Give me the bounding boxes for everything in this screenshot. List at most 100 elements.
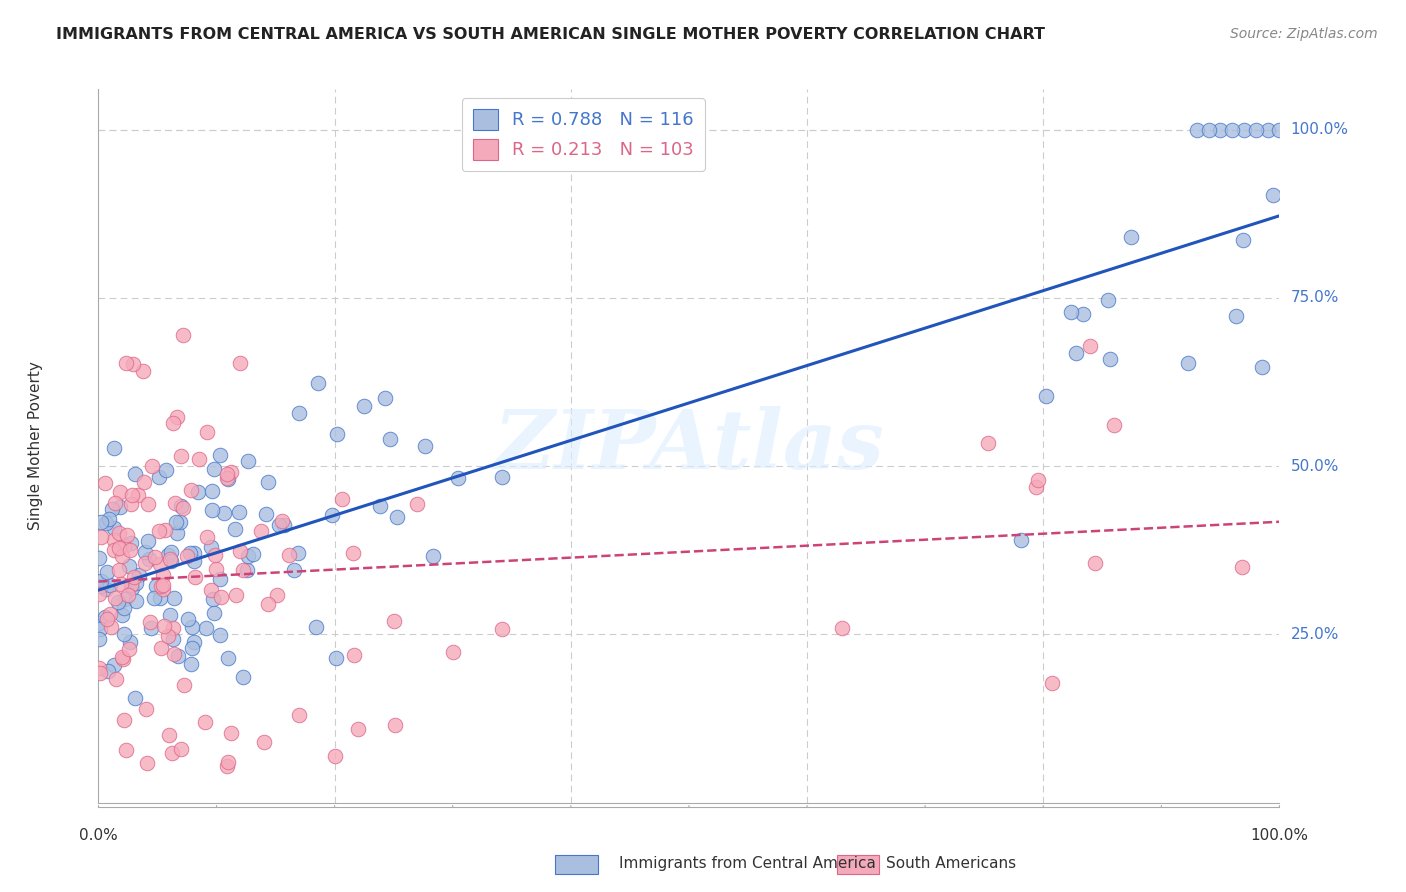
Point	[1198, 122, 1220, 136]
Point	[121, 357, 143, 371]
Point	[156, 629, 179, 643]
Point	[162, 632, 184, 647]
Point	[117, 588, 139, 602]
Point	[103, 591, 125, 605]
Point	[166, 526, 188, 541]
Point	[229, 544, 252, 558]
Text: Immigrants from Central America: Immigrants from Central America	[619, 856, 876, 871]
Point	[115, 743, 138, 757]
Point	[90, 515, 112, 529]
Text: South Americans: South Americans	[886, 856, 1017, 871]
Point	[204, 562, 226, 576]
Point	[347, 722, 370, 736]
Point	[98, 578, 121, 592]
Point	[217, 472, 239, 486]
Point	[103, 533, 125, 547]
Point	[89, 661, 111, 675]
Point	[1084, 557, 1107, 571]
Point	[374, 391, 396, 405]
Point	[115, 528, 138, 542]
Point	[166, 409, 188, 424]
Point	[1230, 559, 1253, 574]
Point	[200, 483, 222, 498]
Point	[110, 577, 132, 591]
Legend: R = 0.788   N = 116, R = 0.213   N = 103: R = 0.788 N = 116, R = 0.213 N = 103	[461, 98, 704, 170]
Point	[1225, 309, 1247, 323]
Point	[152, 619, 174, 633]
Point	[145, 579, 167, 593]
Point	[150, 641, 173, 656]
Text: Single Mother Poverty: Single Mother Poverty	[28, 361, 44, 531]
Point	[136, 534, 159, 549]
Point	[118, 635, 141, 649]
Point	[125, 576, 148, 591]
Point	[257, 597, 280, 611]
Point	[209, 628, 232, 642]
Point	[307, 376, 329, 390]
Point	[187, 485, 209, 500]
Point	[200, 540, 222, 554]
Point	[447, 471, 470, 485]
Point	[120, 497, 142, 511]
Text: Source: ZipAtlas.com: Source: ZipAtlas.com	[1230, 27, 1378, 41]
Text: 75.0%: 75.0%	[1291, 291, 1339, 305]
Point	[103, 442, 125, 456]
Point	[180, 657, 202, 671]
Point	[162, 417, 184, 431]
Point	[159, 552, 181, 566]
Point	[232, 670, 254, 684]
Point	[139, 622, 162, 636]
Text: 50.0%: 50.0%	[1291, 458, 1339, 474]
Point	[194, 714, 217, 729]
Point	[118, 558, 141, 573]
Point	[219, 465, 242, 479]
Point	[236, 454, 259, 468]
Text: 25.0%: 25.0%	[1291, 627, 1339, 642]
Point	[1244, 122, 1267, 136]
Text: 100.0%: 100.0%	[1250, 828, 1309, 843]
Point	[97, 512, 120, 526]
Point	[124, 467, 146, 481]
Point	[87, 632, 110, 647]
Point	[209, 572, 232, 586]
Point	[1066, 346, 1088, 360]
Point	[1233, 122, 1256, 136]
Point	[127, 488, 149, 502]
Point	[266, 588, 288, 602]
Point	[1251, 360, 1274, 375]
Point	[139, 615, 162, 629]
Point	[1209, 122, 1232, 136]
Point	[253, 735, 276, 749]
Point	[165, 516, 187, 530]
Point	[215, 759, 238, 773]
Point	[96, 582, 118, 596]
Point	[90, 574, 112, 588]
Point	[1177, 356, 1199, 370]
Point	[181, 620, 204, 634]
Point	[172, 500, 194, 515]
Point	[215, 467, 238, 481]
Point	[224, 522, 246, 536]
Point	[112, 540, 135, 554]
Point	[1060, 305, 1083, 319]
Point	[94, 610, 117, 624]
Point	[353, 399, 375, 413]
Point	[143, 591, 166, 605]
Text: 100.0%: 100.0%	[1291, 122, 1348, 137]
Point	[976, 436, 998, 450]
Point	[89, 550, 111, 565]
Point	[384, 718, 406, 732]
Point	[97, 664, 120, 678]
Point	[114, 592, 136, 607]
Text: ZIPAtlas: ZIPAtlas	[494, 406, 884, 486]
Point	[1098, 352, 1121, 367]
Point	[125, 593, 148, 607]
Point	[94, 516, 117, 531]
Point	[212, 506, 235, 520]
Point	[270, 514, 292, 528]
Point	[159, 607, 181, 622]
Point	[323, 748, 346, 763]
Point	[111, 608, 134, 623]
Point	[98, 607, 121, 622]
Point	[149, 579, 172, 593]
